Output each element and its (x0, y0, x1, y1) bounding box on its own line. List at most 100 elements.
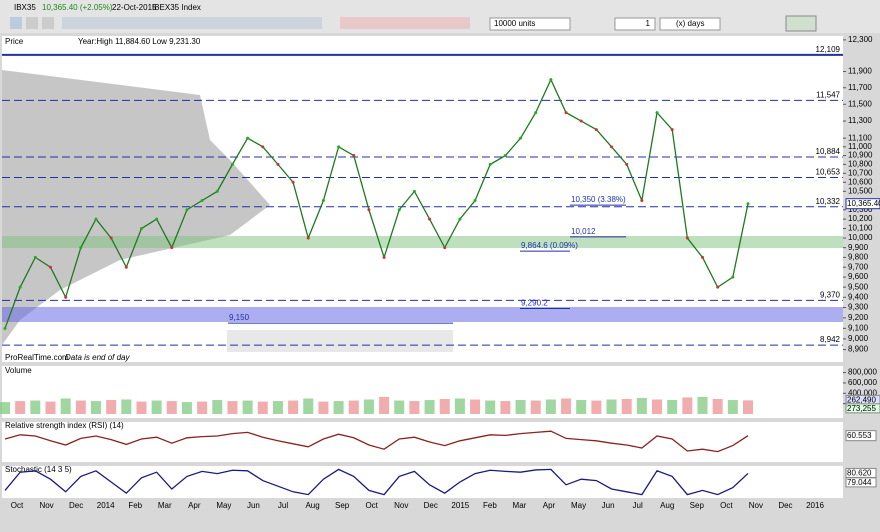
chart-type[interactable] (785, 15, 817, 32)
close-point (230, 162, 234, 166)
period-unit: (x) days (676, 19, 704, 28)
drawing-tools[interactable] (62, 17, 322, 29)
y-tick-label: 10,500 (848, 186, 873, 195)
close-point (337, 145, 341, 149)
volume-bar (288, 400, 299, 414)
panel-title: Relative strength index (RSI) (14) (5, 421, 124, 430)
x-tick-label: Jul (278, 501, 288, 510)
close-point (534, 111, 538, 115)
close-point (746, 202, 750, 206)
close-point (94, 217, 98, 221)
y-tick-label: 9,000 (848, 334, 869, 343)
x-tick-label: Dec (69, 501, 83, 510)
y-tick-label: 10,000 (848, 233, 873, 242)
panel-title: Price (5, 37, 24, 46)
volume-bar (682, 397, 693, 414)
volume-bar (652, 399, 663, 414)
volume-bar (136, 401, 147, 414)
x-tick-label: Nov (749, 501, 763, 510)
instrument-name: IBEX35 Index (152, 3, 201, 12)
volume-bar (470, 399, 481, 414)
annotation-label: 10,012 (571, 227, 596, 236)
tool-icon[interactable] (10, 17, 22, 29)
range-box (227, 330, 453, 352)
footer-brand: ProRealTime.com (5, 353, 69, 362)
y-tick-label: 11,000 (848, 142, 872, 151)
annotation-label: 9,864.6 (0.09%) (521, 241, 578, 250)
order-tools[interactable] (340, 17, 470, 29)
close-point (655, 111, 659, 115)
volume-bar (318, 401, 329, 414)
volume-bar (454, 398, 465, 414)
close-point (276, 162, 280, 166)
close-point (716, 285, 720, 289)
volume-bar (667, 400, 678, 414)
volume-bar (227, 401, 238, 414)
close-point (519, 136, 523, 140)
close-point (443, 246, 447, 250)
y-tick-label: 9,100 (848, 323, 869, 332)
y-tick-label: 12,300 (848, 35, 873, 44)
tool-icon[interactable] (26, 17, 38, 29)
close-point (321, 199, 325, 203)
volume-bar (561, 398, 572, 414)
price-line (4, 78, 749, 329)
volume-bar (166, 401, 177, 414)
volume-bar (363, 399, 374, 414)
period-unit-box[interactable] (659, 17, 721, 31)
close-point (397, 208, 401, 212)
close-point (215, 189, 219, 193)
x-tick-label: Jun (247, 501, 260, 510)
volume-bar (303, 398, 314, 414)
close-point (18, 285, 22, 289)
volume-bar (636, 397, 647, 414)
volume-bar (424, 400, 435, 414)
panel-title: Stochastic (14 3 5) (5, 465, 72, 474)
toolbar-icons[interactable] (10, 15, 817, 32)
x-tick-label: 2015 (451, 501, 469, 510)
y-tick-label: 8,900 (848, 345, 869, 354)
volume-bar (621, 398, 632, 414)
y-tick-label: 11,900 (848, 67, 872, 76)
stoch-panel (2, 466, 843, 498)
volume-bar (197, 401, 208, 414)
volume-bar (576, 400, 587, 414)
volume-bar (30, 400, 41, 414)
close-point (488, 162, 492, 166)
value-label: 262,490 (847, 396, 876, 405)
close-point (352, 154, 356, 158)
period-count: 1 (646, 19, 651, 28)
units-box[interactable] (489, 17, 571, 31)
x-tick-label: Feb (483, 501, 497, 510)
y-tick-label: 9,500 (848, 282, 869, 291)
volume-bar (151, 400, 162, 414)
x-tick-label: Nov (394, 501, 408, 510)
close-point (367, 208, 371, 212)
close-point (594, 128, 598, 132)
close-point (170, 246, 174, 250)
quote-date: 22-Oct-2015 (112, 3, 157, 12)
close-point (48, 265, 52, 269)
value-box (845, 477, 877, 488)
y-tick-label: 10,800 (848, 159, 873, 168)
symbol: IBX35 (14, 3, 36, 12)
volume-bar (439, 398, 450, 414)
rsi-panel (2, 422, 843, 462)
y-tick-label: 11,100 (848, 133, 872, 142)
volume-bar (500, 401, 511, 414)
period-count-box[interactable] (614, 17, 656, 31)
close-point (412, 189, 416, 193)
close-point (731, 275, 735, 279)
y-tick-label: 9,700 (848, 262, 869, 271)
tool-icon[interactable] (42, 17, 54, 29)
close-point (79, 246, 83, 250)
value-label: 273,255 (847, 404, 876, 413)
close-point (670, 128, 674, 132)
close-point (291, 180, 295, 184)
panel-title: Volume (5, 366, 32, 375)
close-point (382, 255, 386, 259)
x-tick-label: Mar (513, 501, 527, 510)
x-tick-label: Nov (39, 501, 53, 510)
close-point (155, 217, 159, 221)
